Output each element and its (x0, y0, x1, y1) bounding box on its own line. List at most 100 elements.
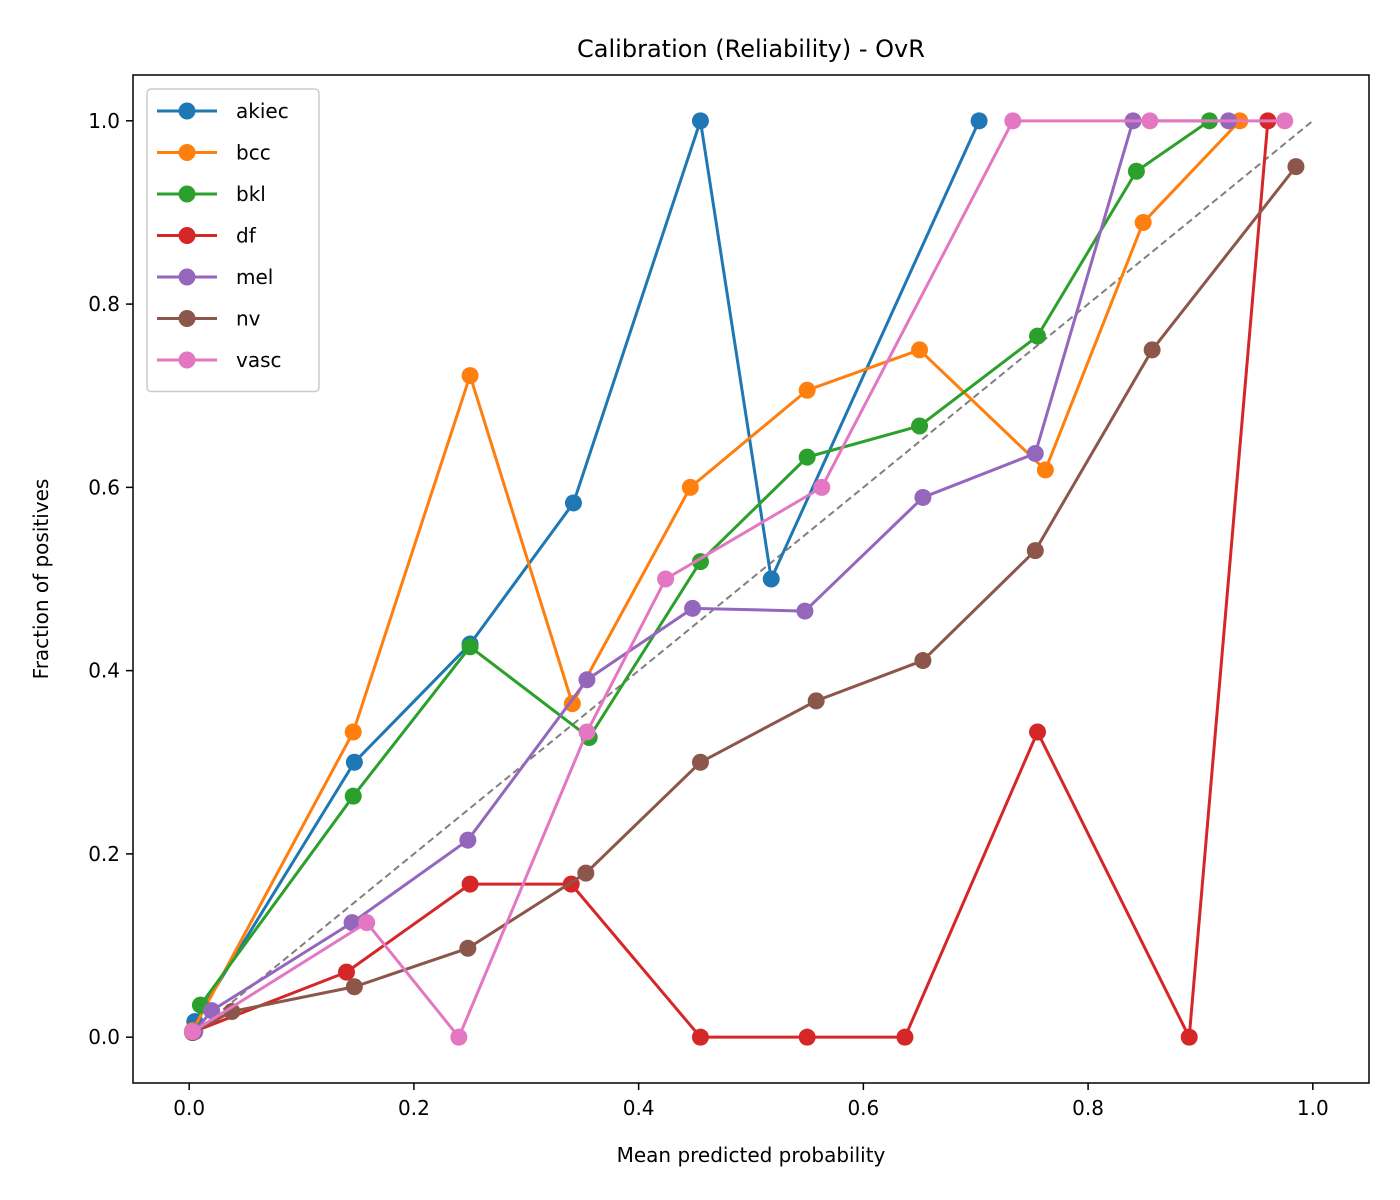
x-tick-label: 0.6 (847, 1096, 879, 1120)
data-point-vasc (578, 723, 596, 741)
data-point-bkl (344, 787, 362, 805)
series-nv (184, 158, 1305, 1042)
y-tick-label: 0.6 (88, 475, 120, 499)
data-point-df (1180, 1028, 1198, 1046)
data-point-vasc (358, 914, 376, 932)
y-tick-label: 0.4 (88, 659, 120, 683)
data-point-bcc (1134, 214, 1152, 232)
data-point-mel (203, 1002, 221, 1020)
data-point-bcc (1036, 461, 1054, 479)
legend-frame (146, 88, 320, 393)
data-point-bcc (461, 367, 479, 385)
data-point-df (461, 875, 479, 893)
x-tick-label: 1.0 (1297, 1096, 1329, 1120)
data-point-df (1029, 723, 1047, 741)
data-point-mel (578, 671, 596, 689)
data-point-bcc (911, 341, 929, 359)
data-point-akiec (691, 112, 709, 130)
legend-item-bkl: bkl (157, 182, 266, 206)
data-point-akiec (970, 112, 988, 130)
data-point-nv (914, 652, 932, 670)
data-point-mel (914, 488, 932, 506)
data-point-nv (577, 864, 595, 882)
plot-area-frame (132, 74, 1370, 1084)
data-point-vasc (184, 1023, 202, 1041)
legend-item-nv: nv (157, 307, 261, 331)
chart-title: Calibration (Reliability) - OvR (577, 35, 925, 63)
data-point-nv (223, 1003, 241, 1021)
series-vasc (184, 112, 1294, 1046)
legend-label: df (236, 224, 257, 248)
data-point-bkl (798, 448, 816, 466)
legend-label: bcc (236, 141, 271, 165)
data-point-akiec (762, 570, 780, 588)
legend-item-akiec: akiec (157, 99, 289, 123)
data-point-vasc (1276, 112, 1294, 130)
data-point-akiec (564, 494, 582, 512)
legend-item-vasc: vasc (157, 348, 282, 372)
y-axis-label: Fraction of positives (29, 479, 53, 680)
data-point-bcc (344, 723, 362, 741)
data-point-mel (796, 602, 814, 620)
data-point-vasc (1141, 112, 1159, 130)
y-tick-label: 0.0 (88, 1025, 120, 1049)
data-point-mel (684, 599, 702, 617)
data-point-bkl (911, 417, 929, 435)
legend-marker (178, 351, 196, 369)
y-tick-label: 0.8 (88, 292, 120, 316)
x-tick-label: 0.8 (1072, 1096, 1104, 1120)
data-point-df (896, 1028, 914, 1046)
data-point-mel (459, 831, 477, 849)
data-point-bcc (798, 381, 816, 399)
data-point-bkl (1127, 162, 1145, 180)
data-point-df (691, 1028, 709, 1046)
data-point-nv (1287, 158, 1305, 176)
data-point-vasc (813, 478, 831, 496)
data-point-df (337, 963, 355, 981)
axis-ticks-layer: 0.0 0.2 0.4 0.6 0.8 1.0 0.0 0.2 0.4 0.6 0.8 1.0 (88, 109, 1329, 1120)
data-point-bcc (681, 478, 699, 496)
legend-label: mel (236, 265, 273, 289)
legend-marker (178, 185, 196, 203)
data-point-bcc (563, 695, 581, 713)
y-tick-label: 0.2 (88, 842, 120, 866)
series-layer (184, 112, 1305, 1046)
legend-label: bkl (236, 182, 266, 206)
data-point-mel (343, 914, 361, 932)
data-point-bkl (461, 638, 479, 656)
y-tick-label: 1.0 (88, 109, 120, 133)
legend-marker (178, 144, 196, 161)
data-point-bkl (1029, 327, 1047, 345)
data-point-df (798, 1028, 816, 1046)
data-point-vasc (657, 570, 675, 588)
legend-marker (178, 268, 196, 286)
series-line-bcc (191, 119, 1241, 1032)
legend-item-bcc: bcc (157, 141, 271, 165)
legend-marker (178, 310, 196, 327)
data-point-mel (1026, 444, 1044, 462)
data-point-nv (1026, 542, 1044, 560)
series-line-bkl (199, 119, 1211, 1006)
x-tick-label: 0.0 (173, 1096, 205, 1120)
legend-marker (178, 227, 196, 244)
x-axis-label: Mean predicted probability (617, 1143, 886, 1167)
x-tick-label: 0.4 (623, 1096, 655, 1120)
legend-label: akiec (236, 99, 289, 123)
legend-label: vasc (236, 348, 282, 372)
data-point-vasc (1004, 112, 1022, 130)
x-tick-label: 0.2 (398, 1096, 430, 1120)
data-point-nv (459, 939, 477, 957)
series-df (185, 112, 1277, 1046)
data-point-nv (691, 753, 709, 771)
legend-item-mel: mel (157, 265, 273, 289)
data-point-nv (345, 978, 363, 996)
legend-marker (178, 102, 196, 120)
legend-label: nv (236, 307, 261, 331)
data-point-nv (1143, 341, 1161, 359)
legend: akiec bcc bkl df mel nv vasc (146, 88, 320, 393)
legend-item-df: df (157, 224, 257, 248)
data-point-akiec (345, 753, 363, 771)
series-line-df (193, 120, 1270, 1039)
